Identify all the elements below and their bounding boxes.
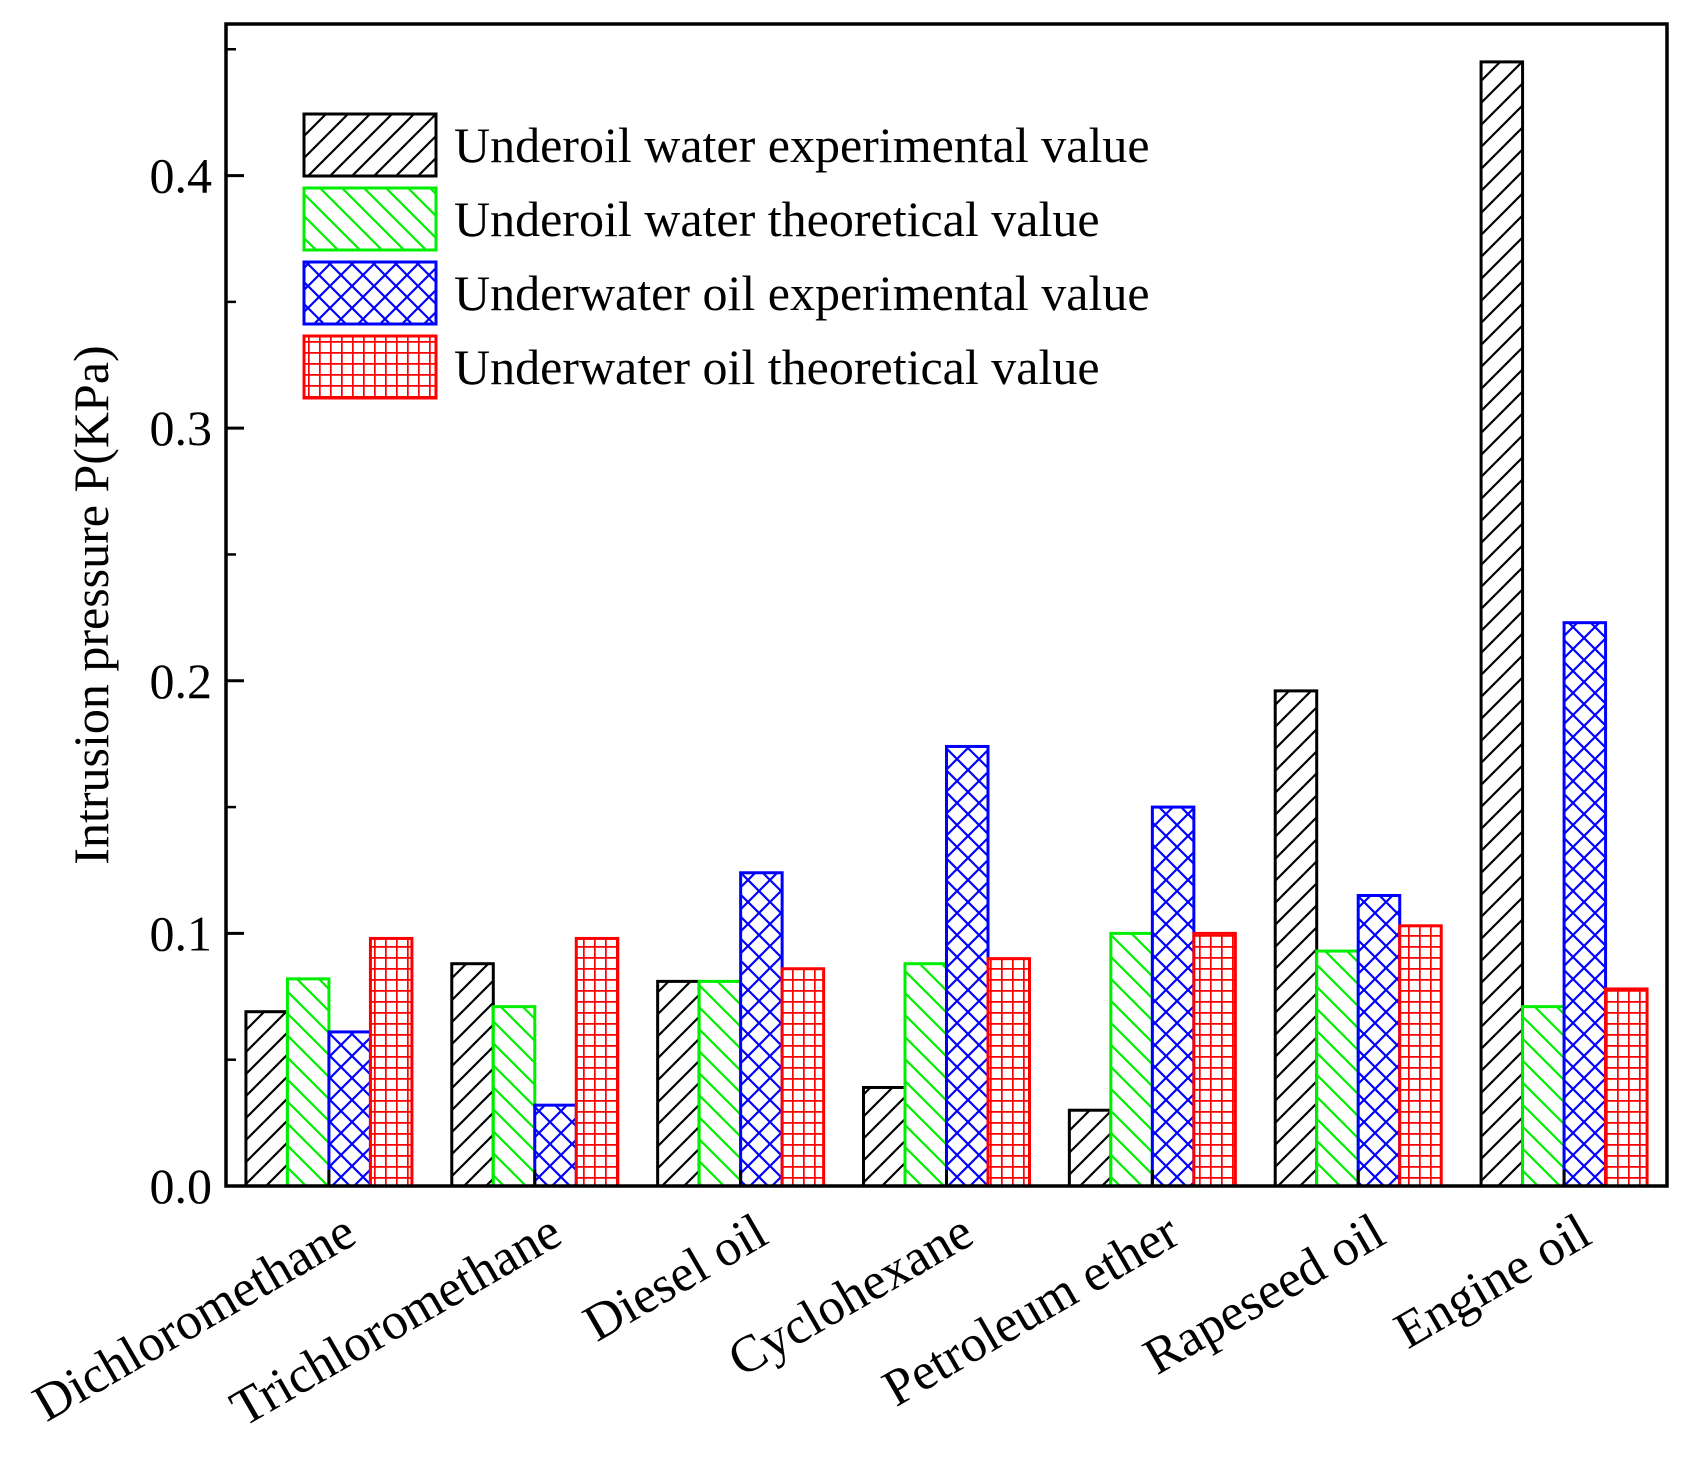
bar (1356, 894, 1402, 1188)
bar (533, 1103, 578, 1188)
bar (491, 1005, 537, 1188)
bar (1192, 931, 1237, 1188)
bar (327, 1030, 372, 1188)
bar (697, 979, 743, 1188)
bar (986, 957, 1031, 1188)
legend-label: Underwater oil theoretical value (454, 339, 1100, 395)
bar (903, 962, 948, 1188)
bar (368, 936, 414, 1188)
bar (945, 744, 990, 1188)
y-tick-label: 0.0 (150, 1158, 213, 1214)
y-tick-label: 0.1 (150, 905, 213, 961)
bar (862, 1085, 907, 1188)
bar (656, 979, 701, 1188)
bar (450, 962, 495, 1188)
legend-swatch (302, 334, 438, 400)
y-axis-title: Intrusion pressure P(KPa) (63, 345, 119, 864)
legend-label: Underwater oil experimental value (454, 265, 1150, 321)
legend-swatch (302, 260, 438, 326)
bar (1398, 924, 1443, 1188)
bars-layer (244, 60, 1649, 1188)
y-tick-label: 0.4 (150, 148, 213, 204)
bar (285, 977, 331, 1188)
bar (1604, 987, 1649, 1188)
bar (1562, 621, 1608, 1188)
bar (1109, 931, 1154, 1188)
bar (1067, 1108, 1113, 1188)
bar (739, 871, 784, 1188)
legend-swatch (302, 112, 438, 178)
bar (574, 936, 620, 1188)
x-category-label: Engine oil (1385, 1203, 1600, 1360)
bar (1150, 805, 1196, 1188)
bar (244, 1010, 289, 1188)
legend-swatch (302, 186, 438, 252)
bar (780, 967, 826, 1188)
y-tick-label: 0.3 (150, 400, 213, 456)
bar (1315, 949, 1360, 1188)
legend: Underoil water experimental value Underoi… (302, 112, 1150, 400)
legend-label: Underoil water experimental value (454, 117, 1150, 173)
bar (1521, 1005, 1566, 1188)
legend-label: Underoil water theoretical value (454, 191, 1100, 247)
bar (1273, 689, 1319, 1188)
y-tick-label: 0.2 (150, 653, 213, 709)
bar (1479, 60, 1525, 1188)
